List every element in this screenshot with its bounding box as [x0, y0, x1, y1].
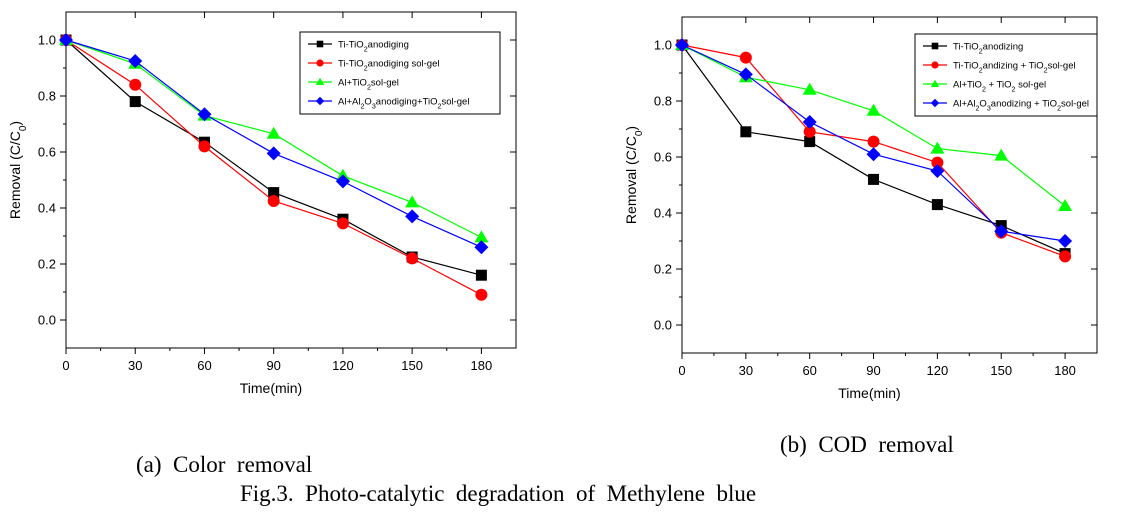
x-tick-label: 30	[128, 358, 142, 373]
data-point	[802, 82, 817, 95]
x-tick-label: 90	[866, 363, 880, 378]
y-tick-label: 0.8	[38, 89, 56, 104]
data-point	[931, 156, 944, 169]
x-tick-label: 60	[197, 358, 211, 373]
subcaption-a: (a) Color removal	[136, 452, 313, 477]
data-point	[128, 54, 143, 68]
legend-label: Al+TiO2 + TiO2 sol-gel	[953, 80, 1046, 94]
legend-marker	[930, 98, 940, 108]
data-point	[866, 147, 881, 162]
data-point	[335, 174, 350, 189]
legend-box	[299, 31, 501, 115]
data-point	[129, 96, 141, 108]
figure-caption: Fig.3. Photo-catalytic degradation of Me…	[240, 481, 757, 506]
data-point	[930, 164, 945, 178]
x-axis-label: Time(min)	[838, 385, 900, 401]
x-tick-label: 120	[332, 358, 354, 373]
data-point	[59, 33, 73, 47]
data-point	[475, 288, 488, 301]
data-point	[198, 140, 211, 153]
y-tick-label: 1.0	[654, 38, 672, 53]
legend-label: Ti-TiO2anodiging	[338, 40, 409, 54]
data-point	[268, 187, 280, 199]
x-tick-label: 180	[471, 358, 493, 373]
data-point	[804, 136, 816, 148]
data-point	[931, 199, 943, 211]
y-tick-label: 0.2	[654, 262, 672, 277]
legend: Ti-TiO2anodizing Ti-TiO2andizing + TiO2so…	[914, 33, 1098, 117]
data-point	[994, 224, 1009, 239]
data-point	[739, 51, 752, 64]
y-tick-label: 0.4	[654, 206, 672, 221]
x-tick-label: 90	[266, 358, 280, 373]
legend-label: Ti-TiO2anodiging sol-gel	[338, 59, 440, 73]
chart-a: 0 30 60 90 120 150 180 0.0 0.2 0.4 0.6 0.8 1.0 Time(m…	[7, 11, 517, 396]
series-2	[60, 34, 488, 301]
y-tick-label: 0.8	[654, 94, 672, 109]
data-point	[803, 125, 816, 138]
data-point	[867, 135, 880, 148]
data-point	[266, 126, 281, 139]
legend-marker	[316, 40, 324, 48]
series-4	[59, 33, 489, 255]
x-tick-label: 60	[802, 363, 816, 378]
y-axis-label: Removal (C/C0)	[623, 126, 645, 224]
data-point	[405, 195, 420, 208]
legend-marker	[930, 79, 940, 87]
y-tick-label: 0.6	[38, 145, 56, 160]
legend: Ti-TiO2anodiging Ti-TiO2anodiging sol-gel…	[299, 31, 501, 115]
legend-marker	[315, 96, 325, 106]
data-point	[266, 146, 281, 161]
y-tick-label: 0.2	[38, 257, 56, 272]
data-point	[866, 103, 881, 116]
data-point	[267, 195, 280, 207]
legend-label: Al+TiO2sol-gel	[338, 78, 399, 92]
data-point	[1059, 250, 1072, 263]
data-point	[474, 240, 489, 255]
y-tick-label: 0.0	[654, 318, 672, 333]
data-point	[129, 78, 142, 91]
legend-label: Al+Al2O3anodizing + TiO2sol-gel	[953, 99, 1089, 113]
legend-marker	[315, 77, 325, 85]
legend-marker	[931, 42, 939, 50]
legend-label: Ti-TiO2anodizing	[953, 42, 1023, 56]
data-point	[802, 115, 817, 129]
x-tick-label: 180	[1054, 363, 1076, 378]
data-point	[405, 209, 420, 224]
data-point	[868, 173, 880, 185]
chart-b: 0 30 60 90 120 150 180 0.0 0.2 0.4 0.6 0.8 1.0 Time(m…	[623, 16, 1098, 401]
data-point	[740, 126, 752, 138]
data-point	[675, 38, 689, 52]
data-point	[1058, 199, 1073, 211]
data-point	[994, 148, 1009, 161]
subcaption-b: (b) COD removal	[780, 432, 954, 457]
legend-label: Ti-TiO2andizing + TiO2sol-gel	[953, 61, 1076, 75]
data-point	[336, 217, 349, 230]
figure-canvas: 0 30 60 90 120 150 180 0.0 0.2 0.4 0.6 0.8 1.0 Time(m…	[7, 11, 1098, 401]
data-point	[197, 107, 212, 122]
series-4	[675, 38, 1073, 248]
y-tick-label: 0.0	[38, 313, 56, 328]
data-point	[474, 230, 489, 243]
legend-marker	[316, 59, 324, 67]
y-axis-label: Removal (C/C0)	[7, 121, 29, 219]
x-axis-label: Time(min)	[240, 380, 302, 396]
x-tick-label: 150	[990, 363, 1012, 378]
x-tick-label: 120	[927, 363, 949, 378]
y-tick-label: 1.0	[38, 33, 56, 48]
y-tick-label: 0.6	[654, 150, 672, 165]
data-point	[406, 252, 419, 265]
legend-label: Al+Al2O3anodiging+TiO2sol-gel	[338, 97, 469, 111]
data-point	[738, 67, 753, 82]
data-point	[1058, 234, 1073, 248]
data-point	[930, 141, 945, 154]
x-tick-label: 150	[401, 358, 423, 373]
x-tick-label: 30	[739, 363, 753, 378]
legend-box	[914, 33, 1098, 117]
x-tick-label: 0	[62, 358, 69, 373]
x-tick-label: 0	[678, 363, 685, 378]
data-point	[475, 269, 487, 281]
legend-marker	[931, 61, 939, 69]
y-tick-label: 0.4	[38, 201, 56, 216]
